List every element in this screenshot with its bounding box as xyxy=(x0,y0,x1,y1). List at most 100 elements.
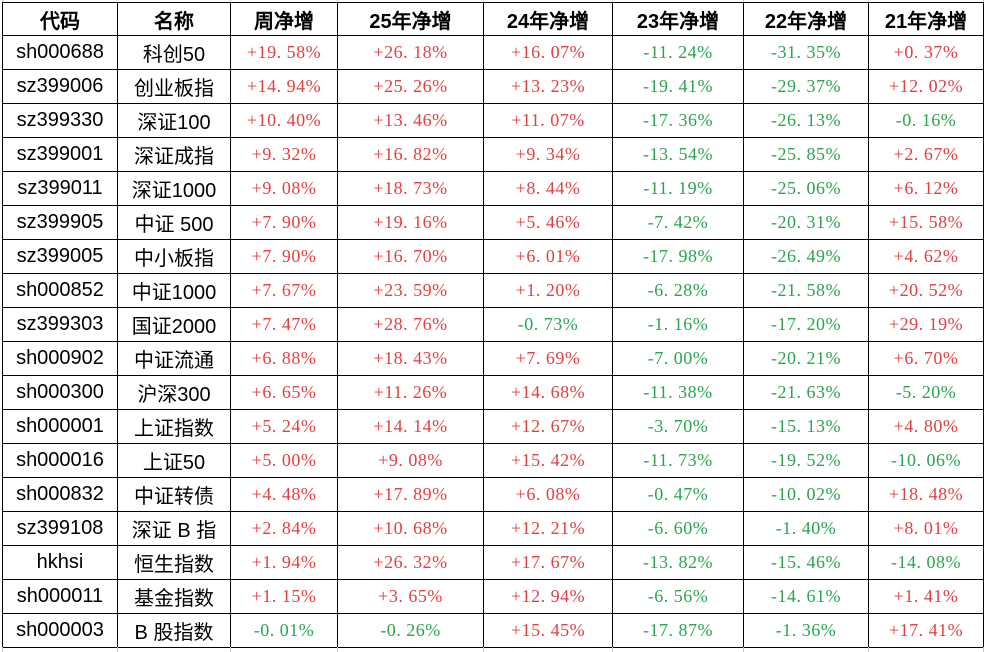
index-code-cell: sz399001 xyxy=(2,137,118,172)
pct-value-cell-y25: +17. 89% xyxy=(337,477,484,512)
index-name-cell: 恒生指数 xyxy=(117,545,231,580)
table-row: sh000300 沪深300 +6. 65% +11. 26% +14. 68% -11.… xyxy=(2,375,984,410)
index-name-cell: 中证1000 xyxy=(117,273,231,308)
pct-value-cell-week: +10. 40% xyxy=(230,103,338,138)
pct-value-cell-y21: +1. 41% xyxy=(868,579,984,614)
column-header-y21: 21年净增 xyxy=(868,2,984,36)
pct-value-cell-y24: +6. 01% xyxy=(483,239,613,274)
index-code-cell: sz399011 xyxy=(2,171,118,206)
pct-value-cell-y21: +18. 48% xyxy=(868,477,984,512)
column-header-code: 代码 xyxy=(2,2,118,36)
pct-value-cell-y22: -31. 35% xyxy=(743,35,869,70)
index-name-cell: 深证成指 xyxy=(117,137,231,172)
index-name-cell: 沪深300 xyxy=(117,375,231,410)
pct-value-cell-y22: -15. 13% xyxy=(743,409,869,444)
table-row: sh000902 中证流通 +6. 88% +18. 43% +7. 69% -7. 00… xyxy=(2,341,984,376)
pct-value-cell-y21: +17. 41% xyxy=(868,613,984,648)
index-name-cell: 基金指数 xyxy=(117,579,231,614)
index-code-cell: sh000902 xyxy=(2,341,118,376)
table-row: sh000016 上证50 +5. 00% +9. 08% +15. 42% -11. 7… xyxy=(2,443,984,478)
pct-value-cell-y25: +26. 32% xyxy=(337,545,484,580)
table-row: hkhsi 恒生指数 +1. 94% +26. 32% +17. 67% -13. 82%… xyxy=(2,545,984,580)
pct-value-cell-y25: +18. 73% xyxy=(337,171,484,206)
pct-value-cell-y22: -20. 31% xyxy=(743,205,869,240)
gridline-stub xyxy=(483,0,484,2)
gridline-stub xyxy=(230,647,231,652)
pct-value-cell-y23: -17. 98% xyxy=(612,239,744,274)
gridline-stub xyxy=(2,647,3,652)
pct-value-cell-y24: +6. 08% xyxy=(483,477,613,512)
pct-value-cell-y24: +15. 42% xyxy=(483,443,613,478)
index-code-cell: sh000300 xyxy=(2,375,118,410)
pct-value-cell-y25: +14. 14% xyxy=(337,409,484,444)
pct-value-cell-y21: +4. 62% xyxy=(868,239,984,274)
table-row: sz399303 国证2000 +7. 47% +28. 76% -0. 73% -1. … xyxy=(2,307,984,342)
pct-value-cell-y24: -0. 73% xyxy=(483,307,613,342)
pct-value-cell-week: +7. 90% xyxy=(230,205,338,240)
pct-value-cell-y24: +1. 20% xyxy=(483,273,613,308)
index-name-cell: 深证100 xyxy=(117,103,231,138)
pct-value-cell-y21: +8. 01% xyxy=(868,511,984,546)
pct-value-cell-y23: -19. 41% xyxy=(612,69,744,104)
pct-value-cell-y22: -17. 20% xyxy=(743,307,869,342)
table-row: sh000852 中证1000 +7. 67% +23. 59% +1. 20% -6. … xyxy=(2,273,984,308)
pct-value-cell-y22: -26. 13% xyxy=(743,103,869,138)
pct-value-cell-y22: -1. 36% xyxy=(743,613,869,648)
pct-value-cell-y21: -14. 08% xyxy=(868,545,984,580)
gridline-stub xyxy=(117,0,118,2)
index-code-cell: sz399905 xyxy=(2,205,118,240)
gridline-stub xyxy=(612,647,613,652)
gridline-stub xyxy=(117,647,118,652)
pct-value-cell-y23: -6. 28% xyxy=(612,273,744,308)
pct-value-cell-y25: +28. 76% xyxy=(337,307,484,342)
column-header-y23: 23年净增 xyxy=(612,2,744,36)
index-code-cell: sh000016 xyxy=(2,443,118,478)
pct-value-cell-y21: +15. 58% xyxy=(868,205,984,240)
pct-value-cell-y24: +12. 94% xyxy=(483,579,613,614)
gridline-stub xyxy=(868,647,869,652)
pct-value-cell-y22: -20. 21% xyxy=(743,341,869,376)
pct-value-cell-y24: +8. 44% xyxy=(483,171,613,206)
pct-value-cell-y24: +12. 21% xyxy=(483,511,613,546)
pct-value-cell-y25: +11. 26% xyxy=(337,375,484,410)
pct-value-cell-y23: -13. 82% xyxy=(612,545,744,580)
pct-value-cell-y25: +25. 26% xyxy=(337,69,484,104)
pct-value-cell-week: +19. 58% xyxy=(230,35,338,70)
table-header-row: 代码 名称 周净增 25年净增 24年净增 23年净增 22年净增 21年净增 xyxy=(2,2,984,36)
pct-value-cell-y25: +9. 08% xyxy=(337,443,484,478)
index-code-cell: sh000003 xyxy=(2,613,118,648)
gridline-stub xyxy=(230,0,231,2)
gridline-stub xyxy=(868,0,869,2)
pct-value-cell-week: +9. 08% xyxy=(230,171,338,206)
pct-value-cell-week: +1. 15% xyxy=(230,579,338,614)
column-header-week: 周净增 xyxy=(230,2,338,36)
pct-value-cell-week: +2. 84% xyxy=(230,511,338,546)
index-code-cell: sz399330 xyxy=(2,103,118,138)
table-row: sz399006 创业板指 +14. 94% +25. 26% +13. 23% -19.… xyxy=(2,69,984,104)
column-header-y25: 25年净增 xyxy=(337,2,484,36)
pct-value-cell-y24: +12. 67% xyxy=(483,409,613,444)
pct-value-cell-y21: +6. 70% xyxy=(868,341,984,376)
pct-value-cell-week: +6. 65% xyxy=(230,375,338,410)
gridline-stub xyxy=(612,0,613,2)
pct-value-cell-y23: -11. 19% xyxy=(612,171,744,206)
index-code-cell: sh000688 xyxy=(2,35,118,70)
pct-value-cell-y24: +7. 69% xyxy=(483,341,613,376)
index-name-cell: 上证50 xyxy=(117,443,231,478)
pct-value-cell-y22: -21. 58% xyxy=(743,273,869,308)
pct-value-cell-week: +7. 47% xyxy=(230,307,338,342)
pct-value-cell-y21: +29. 19% xyxy=(868,307,984,342)
table-row: sh000688 科创50 +19. 58% +26. 18% +16. 07% -11.… xyxy=(2,35,984,70)
pct-value-cell-y22: -14. 61% xyxy=(743,579,869,614)
pct-value-cell-week: +9. 32% xyxy=(230,137,338,172)
index-code-cell: sz399006 xyxy=(2,69,118,104)
table-row: sz399005 中小板指 +7. 90% +16. 70% +6. 01% -17. 9… xyxy=(2,239,984,274)
pct-value-cell-y22: -25. 06% xyxy=(743,171,869,206)
pct-value-cell-y24: +5. 46% xyxy=(483,205,613,240)
pct-value-cell-y25: +16. 82% xyxy=(337,137,484,172)
index-name-cell: 国证2000 xyxy=(117,307,231,342)
gridline-stub xyxy=(743,647,744,652)
index-name-cell: 深证1000 xyxy=(117,171,231,206)
index-code-cell: sh000001 xyxy=(2,409,118,444)
